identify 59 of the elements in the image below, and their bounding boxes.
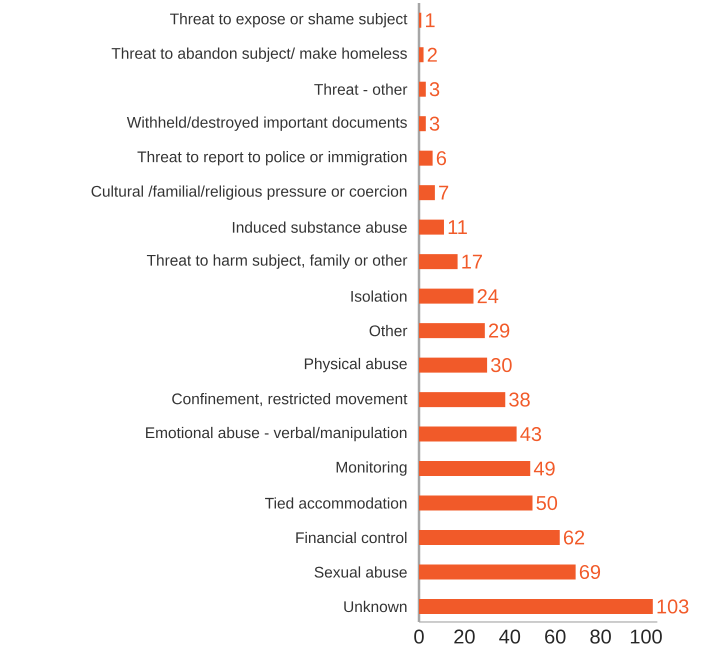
bar [419, 116, 426, 132]
y-tick-label: Monitoring [336, 461, 406, 476]
bar [419, 496, 533, 511]
y-tick-label: Threat to report to police or immigration [137, 150, 406, 166]
data-label: 30 [491, 358, 512, 372]
y-tick-label: Physical abuse [304, 358, 407, 372]
y-tick-label: Financial control [296, 532, 406, 544]
data-label: 69 [580, 564, 600, 580]
bar [419, 323, 485, 338]
data-label: 29 [489, 324, 510, 338]
data-label: 3 [430, 116, 440, 131]
bar [419, 47, 424, 62]
bar [419, 530, 560, 546]
data-label: 62 [564, 530, 584, 545]
y-tick-label: Confinement, restricted movement [172, 392, 408, 406]
y-tick-label: Induced substance abuse [232, 221, 407, 233]
data-label: 2 [428, 48, 437, 62]
data-label: 103 [658, 599, 688, 614]
y-tick-label: Emotional abuse - verbal/manipulation [146, 426, 406, 442]
y-tick-label: Tied accommodation [265, 497, 406, 509]
data-label: 1 [426, 13, 435, 28]
bar [419, 426, 517, 442]
bar [419, 185, 435, 200]
bar [419, 288, 474, 304]
bar [419, 254, 458, 270]
y-tick-label: Threat - other [314, 84, 408, 95]
x-tick-label: 80 [590, 630, 611, 644]
y-tick-label: Withheld/destroyed important documents [126, 116, 407, 131]
bar [419, 392, 506, 408]
y-tick-label: Isolation [351, 290, 406, 302]
bar [419, 598, 653, 614]
x-tick-label: 0 [414, 630, 424, 644]
data-label: 11 [448, 220, 467, 234]
y-tick-label: Threat to expose or shame subject [170, 13, 408, 28]
bar [419, 82, 426, 97]
y-tick-label: Threat to abandon subject/ make homeless [112, 48, 407, 62]
y-tick-label: Unknown [344, 600, 406, 612]
x-tick-label: 20 [454, 630, 475, 644]
y-tick-label: Threat to harm subject, family or other [146, 254, 408, 269]
bar [419, 220, 444, 235]
x-tick-label: 60 [545, 630, 566, 644]
y-tick-label: Sexual abuse [314, 566, 407, 578]
data-label: 6 [436, 151, 446, 166]
x-tick-label: 100 [630, 630, 662, 644]
data-label: 24 [478, 289, 498, 304]
data-label: 50 [536, 496, 558, 510]
bar [419, 358, 488, 373]
bar [419, 150, 433, 166]
x-tick-label: 40 [499, 630, 520, 644]
bar [419, 461, 530, 476]
data-label: 49 [534, 461, 555, 476]
data-label: 43 [520, 427, 542, 442]
data-label: 17 [462, 254, 482, 268]
data-label: 7 [439, 186, 448, 200]
y-tick-label: Other [370, 324, 408, 336]
data-label: 3 [430, 82, 440, 96]
bar [419, 564, 576, 580]
data-label: 38 [509, 392, 530, 407]
y-tick-label: Cultural /familial/religious pressure or coercion [92, 185, 406, 200]
